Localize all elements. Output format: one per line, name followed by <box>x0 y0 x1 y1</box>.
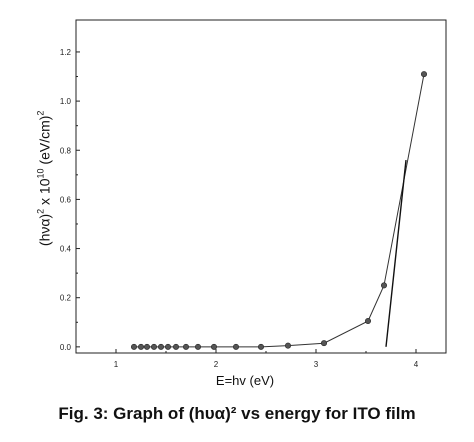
x-tick-label: 4 <box>414 360 419 369</box>
data-point <box>233 343 240 350</box>
data-point <box>151 343 158 350</box>
plot-area: 0.0 0.2 0.4 0.6 0.8 1.0 1.2 1 2 3 4 <box>60 19 447 369</box>
x-tick-label: 3 <box>314 360 319 369</box>
y-tick-label: 0.2 <box>60 294 72 303</box>
y-tick-label: 0.6 <box>60 195 72 204</box>
data-point <box>257 343 264 350</box>
data-point <box>364 318 371 325</box>
data-point <box>144 343 151 350</box>
y-tick-label: 0.0 <box>60 343 72 352</box>
data-point <box>420 71 427 78</box>
plot-frame <box>75 19 447 354</box>
x-axis-label: E=hv (eV) <box>215 373 275 388</box>
data-point <box>183 343 190 350</box>
data-point <box>165 343 172 350</box>
y-tick-label: 1.2 <box>60 48 72 57</box>
y-axis-label: (hνα)2 x 1010 (eV/cm)2 <box>35 110 53 247</box>
data-point <box>380 282 387 289</box>
x-tick-label: 2 <box>214 360 219 369</box>
data-point <box>138 343 145 350</box>
data-point <box>320 340 327 347</box>
data-point <box>211 343 218 350</box>
y-tick-label: 0.4 <box>60 245 72 254</box>
data-point <box>173 343 180 350</box>
fit-line <box>385 160 407 347</box>
series-line <box>134 74 425 348</box>
data-point <box>195 343 202 350</box>
figure-caption: Fig. 3: Graph of (hυα)² vs energy for IT… <box>58 404 416 423</box>
x-tick-label: 1 <box>114 360 119 369</box>
data-point <box>131 343 138 350</box>
data-point <box>158 343 165 350</box>
y-tick-label: 0.8 <box>60 146 72 155</box>
y-tick-label: 1.0 <box>60 97 72 106</box>
data-point <box>284 342 291 349</box>
